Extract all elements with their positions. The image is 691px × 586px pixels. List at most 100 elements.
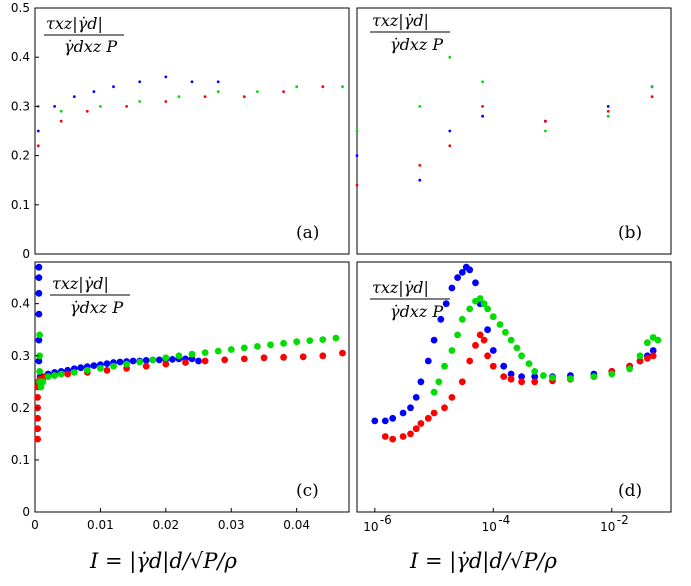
point-b-blue — [448, 129, 452, 133]
point-a-blue — [112, 85, 115, 89]
panel-d-points — [371, 263, 662, 443]
point-d-green — [531, 368, 539, 375]
point-d-red — [458, 378, 466, 386]
point-d-blue — [500, 362, 508, 370]
xlabel-right: I = |γ̇d|d/√P/ρ — [409, 549, 557, 574]
point-c-green — [214, 347, 222, 355]
point-a-green — [177, 95, 181, 98]
ylabel-b-denominator: γ̇dxz P — [390, 35, 443, 54]
point-a-blue — [190, 80, 194, 84]
panel-b-ylabel: τxz|γ̇d| γ̇dxz P — [370, 11, 450, 54]
point-a-red — [36, 144, 40, 148]
point-d-green — [476, 295, 484, 302]
point-c-green — [37, 383, 45, 391]
point-b-green — [650, 85, 654, 89]
ylabel-c-numerator: τxz|γ̇d| — [52, 274, 109, 293]
point-d-blue — [437, 315, 445, 323]
point-d-red — [531, 378, 539, 386]
ytick-label-a: 0.3 — [11, 99, 30, 113]
point-c-green — [36, 368, 43, 375]
point-d-red — [644, 355, 651, 362]
panel-c-points — [34, 263, 346, 443]
point-d-green — [549, 374, 556, 381]
point-c-red — [260, 354, 268, 362]
point-c-green — [83, 366, 91, 374]
point-c-red — [240, 355, 248, 363]
point-d-green — [454, 331, 461, 339]
point-c-green — [51, 372, 58, 379]
point-d-red — [472, 341, 479, 349]
point-c-red — [280, 353, 287, 361]
point-d-green — [590, 373, 598, 380]
point-d-green — [484, 305, 491, 313]
point-c-blue — [103, 360, 111, 367]
point-a-green — [341, 85, 344, 89]
xtick-exponent-d: -4 — [498, 513, 510, 527]
ytick-label-a: 0.1 — [11, 198, 30, 212]
point-a-red — [85, 109, 89, 113]
point-b-green — [418, 105, 422, 108]
point-c-red — [34, 425, 41, 433]
point-d-blue — [442, 300, 450, 308]
point-a-blue — [36, 129, 40, 133]
point-d-blue — [371, 417, 379, 425]
ylabel-d-denominator: γ̇dxz P — [390, 302, 443, 321]
point-c-green — [188, 350, 196, 358]
point-d-red — [417, 420, 425, 427]
point-a-blue — [53, 105, 56, 108]
ytick-label-a: 0.4 — [11, 50, 30, 64]
point-c-blue — [195, 357, 202, 365]
axis-ticks: 0 0.1 0.2 0.3 0.4 0.5 0 0.1 0.2 0.3 0.4 0 0.01 0.02 0.… — [11, 1, 629, 534]
point-c-blue — [35, 336, 43, 344]
point-d-red — [407, 430, 414, 438]
panel-a-label: (a) — [296, 223, 319, 243]
panel-b-points — [355, 55, 654, 187]
point-c-red — [299, 353, 307, 361]
ytick-label-c: 0.4 — [11, 297, 30, 311]
point-d-green — [435, 378, 443, 386]
point-c-green — [70, 369, 78, 376]
point-a-blue — [164, 75, 168, 79]
point-c-blue — [155, 356, 163, 364]
point-d-green — [441, 362, 448, 370]
point-a-red — [282, 90, 285, 93]
ytick-label-c: 0.1 — [11, 453, 30, 467]
point-b-green — [544, 129, 547, 133]
point-d-green — [608, 370, 616, 378]
point-c-red — [103, 366, 111, 374]
point-d-blue — [649, 347, 657, 354]
point-b-green — [606, 114, 610, 118]
point-d-blue — [458, 269, 466, 276]
point-b-red — [481, 105, 484, 108]
panel-c-ylabel: τxz|γ̇d| γ̇dxz P — [50, 274, 130, 317]
point-a-green — [59, 109, 63, 113]
point-c-green — [332, 334, 340, 342]
point-c-blue — [35, 357, 43, 365]
point-d-red — [466, 357, 474, 365]
point-c-green — [227, 346, 235, 353]
xtick-label-c: 0.04 — [283, 518, 310, 532]
point-c-red — [221, 356, 229, 364]
point-c-red — [162, 360, 170, 368]
ylabel-a-numerator: τxz|γ̇d| — [46, 14, 103, 33]
point-c-red — [339, 349, 346, 357]
point-c-red — [34, 414, 41, 422]
xlabel-left: I = |γ̇d|d/√P/ρ — [89, 549, 237, 574]
point-b-blue — [606, 105, 610, 108]
point-d-green — [636, 352, 644, 360]
point-b-red — [418, 164, 422, 167]
xtick-label-d: 10 — [363, 520, 378, 534]
point-d-blue — [466, 266, 474, 274]
point-c-green — [254, 343, 261, 350]
point-d-green — [458, 315, 466, 323]
panel-a-frame — [34, 7, 350, 255]
point-d-green — [567, 375, 574, 383]
point-d-red — [500, 373, 508, 380]
point-d-red — [441, 404, 448, 412]
point-c-green — [201, 349, 209, 356]
point-a-red — [125, 105, 128, 108]
point-b-blue — [418, 178, 422, 182]
point-d-blue — [399, 409, 407, 417]
ytick-label-a: 0.2 — [11, 149, 30, 163]
point-c-green — [57, 370, 65, 378]
